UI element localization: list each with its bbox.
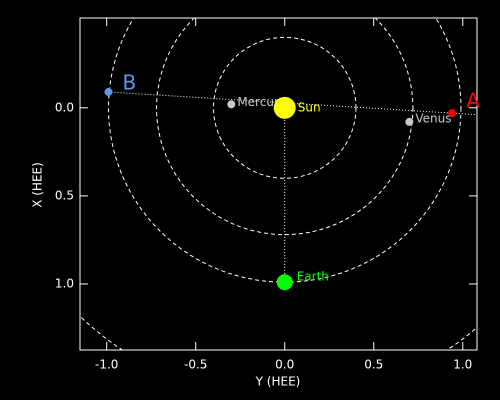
x-tick-label: -1.0	[95, 358, 118, 372]
y-tick-label: 0.5	[55, 188, 74, 202]
point-label: Venus	[415, 111, 451, 125]
x-tick-label: -0.5	[184, 358, 207, 372]
point	[273, 96, 296, 119]
x-axis-label: Y (HEE)	[255, 375, 301, 389]
orbit	[213, 36, 357, 179]
point	[448, 109, 457, 118]
y-tick-label: 0.0	[55, 100, 74, 114]
point-label: Sun	[298, 100, 321, 114]
x-tick-label: 1.0	[453, 358, 472, 372]
point	[405, 117, 414, 126]
point	[104, 87, 113, 96]
point-label: Earth	[297, 270, 329, 284]
point-label: B	[122, 70, 136, 94]
y-axis-label: X (HEE)	[31, 162, 45, 208]
y-tick-label: 1.0	[55, 276, 74, 290]
orbit	[156, 18, 414, 236]
x-tick-label: 0.5	[364, 358, 383, 372]
point	[227, 100, 236, 109]
plot-frame	[79, 17, 478, 351]
point-label: A	[466, 89, 480, 113]
point-label: Mercury	[237, 95, 286, 109]
x-tick-label: 0.0	[275, 358, 294, 372]
point	[276, 274, 293, 291]
